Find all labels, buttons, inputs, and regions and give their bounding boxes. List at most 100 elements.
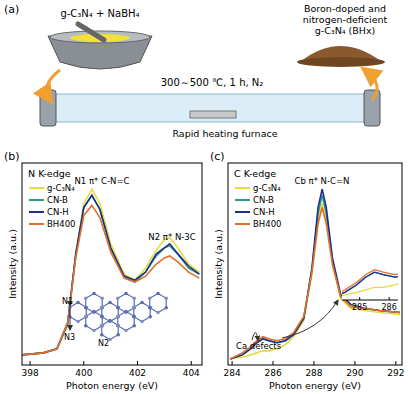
x-tick-label: 288 <box>305 368 322 378</box>
atom <box>132 315 136 319</box>
atom <box>148 315 152 319</box>
legend-swatch <box>29 187 44 189</box>
ring <box>134 303 150 322</box>
ring <box>118 294 134 313</box>
text: g-C₃N₄ (BHx) <box>315 25 376 36</box>
atom <box>100 323 104 327</box>
atom <box>124 311 128 315</box>
text: nitrogen-deficient <box>303 14 388 25</box>
atom <box>92 329 96 333</box>
text: g-C₃N₄ + NaBH₄ <box>60 8 139 19</box>
atom <box>92 292 96 296</box>
atom <box>140 320 144 324</box>
atom <box>108 301 112 305</box>
inset-tick <box>389 297 390 300</box>
boat <box>190 111 236 118</box>
atom <box>92 311 96 315</box>
text: 300～500 ℃, 1 h, N₂ <box>161 77 264 88</box>
ring <box>86 294 102 313</box>
x-tick-label: 402 <box>129 368 146 378</box>
annotation: N1 π* C-N=C <box>75 176 130 186</box>
panel-a: (a) g-C₃N₄ + NaBH₄ Boron-doped andnitrogen… <box>4 3 388 139</box>
ring <box>102 321 118 340</box>
series-line <box>22 189 199 355</box>
atom <box>164 296 168 300</box>
figure: (a) g-C₃N₄ + NaBH₄ Boron-doped andnitrogen… <box>0 0 411 394</box>
legend-label: CN-B <box>253 195 274 205</box>
legend-swatch <box>235 199 250 201</box>
x-tick-label: 400 <box>75 368 92 378</box>
atom <box>100 315 104 319</box>
atom <box>84 314 88 318</box>
x-tick <box>313 361 314 365</box>
series-line <box>230 195 400 359</box>
legend-label: BH400 <box>47 219 75 229</box>
atom <box>140 301 144 305</box>
plot-lines <box>22 189 199 355</box>
legend-swatch <box>29 223 44 225</box>
x-tick <box>30 361 31 365</box>
x-tick <box>273 361 274 365</box>
arrow <box>282 300 338 338</box>
series-line <box>22 205 199 354</box>
annotation: Cb π* N-C=N <box>295 176 350 186</box>
inset-line <box>342 262 398 297</box>
atom <box>76 320 80 324</box>
legend-label: CN-B <box>47 195 68 205</box>
arrow <box>252 333 258 341</box>
atom <box>116 306 120 310</box>
plot-lines <box>230 189 400 359</box>
text: Boron-doped and <box>304 3 386 14</box>
ring <box>150 294 166 313</box>
atom <box>76 301 80 305</box>
tube-cap <box>364 90 380 126</box>
atom <box>132 296 136 300</box>
atom <box>116 314 120 318</box>
atom <box>148 306 152 310</box>
arrow <box>70 306 71 330</box>
x-tick-label: 404 <box>183 368 200 378</box>
inset-lines <box>342 262 398 297</box>
inset-line <box>342 262 398 297</box>
y-axis-label: Intensity (a.u.) <box>7 229 18 299</box>
series-line <box>230 207 400 359</box>
atom <box>116 296 120 300</box>
atom <box>84 296 88 300</box>
panel-label: (c) <box>210 150 225 163</box>
atom <box>116 323 120 327</box>
atom <box>148 296 152 300</box>
ring <box>86 312 102 331</box>
x-tick <box>232 361 233 365</box>
atom <box>108 320 112 324</box>
structure-label: N1 <box>62 297 73 306</box>
annotation: Ca defects <box>236 341 282 351</box>
powder-base <box>297 57 385 67</box>
chart: (c)284286288290292Photon energy (eV)Inte… <box>210 85 411 391</box>
text: Rapid heating furnace <box>172 128 277 139</box>
plot-frame <box>22 163 202 365</box>
tube <box>52 94 368 122</box>
atom <box>156 292 160 296</box>
atom <box>156 311 160 315</box>
panel-label: (a) <box>4 3 19 16</box>
structure <box>68 292 168 342</box>
atom <box>116 333 120 337</box>
legend-label: g-C₃N₄ <box>47 183 75 193</box>
series-line <box>22 195 199 355</box>
atom <box>84 306 88 310</box>
x-tick <box>83 361 84 365</box>
x-tick-label: 398 <box>21 368 38 378</box>
inset-line <box>342 262 398 297</box>
arrow <box>365 70 377 100</box>
legend-label: CN-H <box>253 207 275 217</box>
structure-label: N3 <box>64 333 75 342</box>
arrow <box>47 70 60 100</box>
plot-frame <box>228 163 402 365</box>
legend-swatch <box>235 223 250 225</box>
atom <box>124 329 128 333</box>
ring <box>102 303 118 322</box>
atom <box>84 324 88 328</box>
atom <box>92 310 96 314</box>
y-axis-label: Intensity (a.u.) <box>213 229 224 299</box>
series-line <box>22 195 199 355</box>
